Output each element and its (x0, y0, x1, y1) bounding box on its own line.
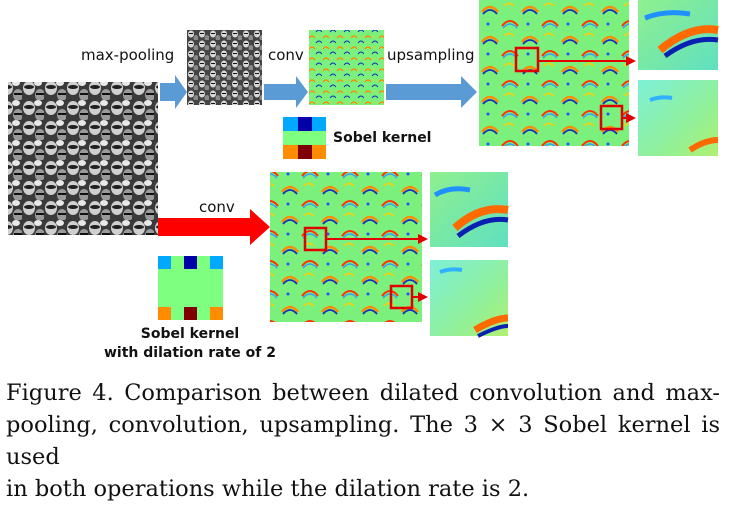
max-pooling-arrow (160, 75, 187, 109)
caption-last-line: in both operations while the dilation ra… (6, 476, 530, 502)
arrowhead (626, 56, 636, 66)
dilated-kernel-label-line1: Sobel kernel (140, 326, 240, 342)
upsampling-arrow (386, 76, 477, 108)
conv-arrow (264, 76, 308, 108)
zoom-panel-dilated-1 (430, 172, 509, 247)
max-pooling-label: max-pooling (81, 46, 175, 64)
arrowhead (418, 234, 428, 244)
dilated-kernel-label-line2: with dilation rate of 2 (103, 345, 277, 361)
figure-canvas (8, 0, 719, 338)
pooled-crowd-image (187, 30, 262, 105)
highlight-box (514, 46, 540, 73)
sobel-kernel-label: Sobel kernel (333, 130, 432, 146)
arrowhead (418, 292, 428, 302)
conv-label-bottom: conv (199, 198, 235, 216)
dilated-conv-feature-map (270, 172, 422, 322)
sobel-kernel (283, 117, 326, 159)
pooled-conv-feature-map (309, 30, 384, 105)
upsampling-label: upsampling (387, 46, 475, 64)
caption-text: Figure 4. Comparison between dilated con… (6, 380, 720, 470)
dilated-sobel-kernel (158, 256, 223, 320)
zoom-panel-upsampled-2 (638, 80, 719, 156)
upsampled-feature-map (479, 0, 629, 146)
zoom-panel-upsampled-1 (638, 0, 719, 70)
input-crowd-image (8, 82, 158, 235)
arrowhead (626, 113, 636, 123)
zoom-panel-dilated-2 (430, 260, 509, 338)
conv-label-top: conv (268, 46, 304, 64)
dilated-conv-arrow (158, 209, 270, 245)
